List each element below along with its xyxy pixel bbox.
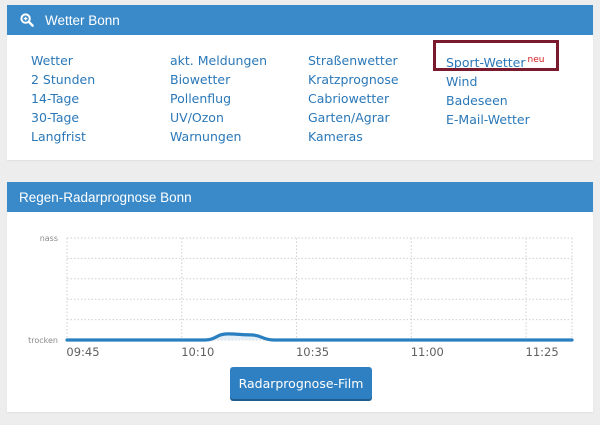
link-warnungen[interactable]: Warnungen xyxy=(170,129,242,144)
link-sport-wetter[interactable]: Sport-Wetter neu xyxy=(446,51,544,72)
link-30-tage[interactable]: 30-Tage xyxy=(31,110,80,125)
link-langfrist[interactable]: Langfrist xyxy=(31,129,86,144)
radar-panel-header: Regen-Radarprognose Bonn xyxy=(7,182,593,212)
link-pollenflug[interactable]: Pollenflug xyxy=(170,91,232,106)
link-sport-wetter-label: Sport-Wetter xyxy=(446,55,526,70)
link-cabriowetter[interactable]: Cabriowetter xyxy=(308,91,390,106)
radar-film-button[interactable]: Radarprognose-Film xyxy=(230,367,372,399)
radar-chart-svg: nass trocken 09:45 10:10 10:35 11:00 11:25 xyxy=(28,234,574,359)
link-uv-ozon[interactable]: UV/Ozon xyxy=(170,110,224,125)
link-column: Wetter 2 Stunden 14-Tage 30-Tage Langfri… xyxy=(31,51,95,146)
link-biowetter[interactable]: Biowetter xyxy=(170,72,231,87)
weather-panel-header: Wetter Bonn xyxy=(7,5,593,35)
link-wetter[interactable]: Wetter xyxy=(31,53,73,68)
link-column: Sport-Wetter neu Wind Badeseen E-Mail-Wet… xyxy=(446,51,544,129)
link-14-tage[interactable]: 14-Tage xyxy=(31,91,80,106)
new-badge: neu xyxy=(527,55,545,65)
x-tick-label: 09:45 xyxy=(66,345,99,359)
x-tick-label: 10:10 xyxy=(181,345,214,359)
link-2-stunden[interactable]: 2 Stunden xyxy=(31,72,96,87)
x-tick-label: 11:00 xyxy=(411,345,444,359)
link-garten-agrar[interactable]: Garten/Agrar xyxy=(308,110,390,125)
link-strassenwetter[interactable]: Straßenwetter xyxy=(308,53,398,68)
x-tick-label: 10:35 xyxy=(296,345,329,359)
weather-panel-title: Wetter Bonn xyxy=(45,12,120,28)
weather-links-panel: Wetter Bonn Wetter 2 Stunden 14-Tage 30-… xyxy=(7,5,593,160)
radar-line xyxy=(65,332,574,342)
link-wind[interactable]: Wind xyxy=(446,74,478,89)
link-kratzprognose[interactable]: Kratzprognose xyxy=(308,72,399,87)
radar-chart: nass trocken 09:45 10:10 10:35 11:00 11:25 xyxy=(7,212,593,362)
link-badeseen[interactable]: Badeseen xyxy=(446,93,508,108)
y-axis-label-dry: trocken xyxy=(28,336,58,345)
link-email-wetter[interactable]: E-Mail-Wetter xyxy=(446,112,530,127)
link-column: Straßenwetter Kratzprognose Cabriowetter… xyxy=(308,51,399,146)
link-kameras[interactable]: Kameras xyxy=(308,129,363,144)
link-column: akt. Meldungen Biowetter Pollenflug UV/O… xyxy=(170,51,267,146)
y-axis-label-wet: nass xyxy=(40,234,58,243)
search-icon xyxy=(20,13,34,27)
radar-panel-title: Regen-Radarprognose Bonn xyxy=(19,189,192,205)
radar-forecast-panel: Regen-Radarprognose Bonn nass trocken 09:4… xyxy=(7,182,593,412)
link-akt-meldungen[interactable]: akt. Meldungen xyxy=(170,53,268,68)
x-tick-label: 11:25 xyxy=(526,345,559,359)
